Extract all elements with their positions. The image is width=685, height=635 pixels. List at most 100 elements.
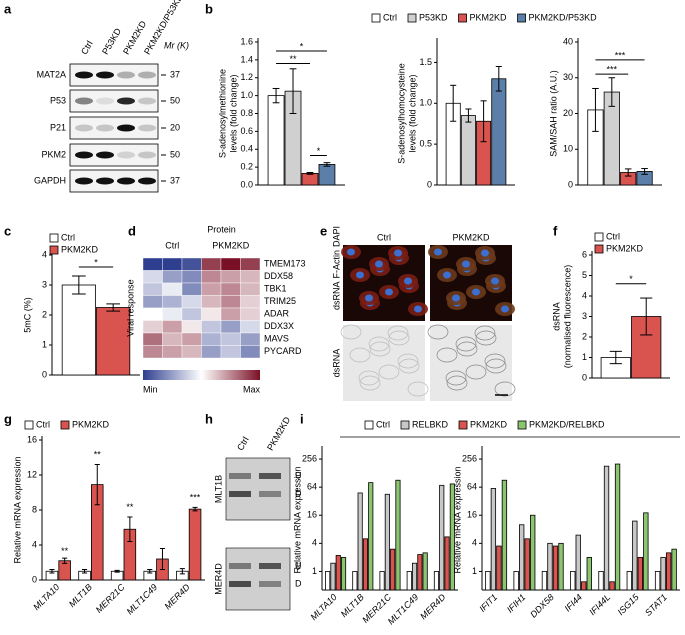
heatmap-cell: [201, 307, 222, 321]
bar: [524, 538, 530, 591]
bar: [406, 571, 412, 591]
panel-label: f: [553, 223, 558, 238]
legend-swatch: [458, 420, 468, 430]
legend-label: RELBKD: [412, 419, 449, 429]
bar: [626, 571, 632, 591]
panel-label: i: [300, 411, 304, 426]
legend-label: Ctrl: [383, 12, 397, 22]
heatmap-row-label: DDX3X: [264, 321, 294, 331]
heatmap-cell: [142, 332, 163, 346]
y-tick-label: 40: [563, 36, 573, 46]
error-bar: [272, 87, 280, 104]
blot-band: [117, 124, 135, 132]
heatmap-cell: [201, 282, 222, 296]
gel-row: MER4D: [213, 563, 223, 595]
bar: [609, 581, 615, 591]
blot-row: PKM2: [41, 149, 66, 159]
cell-outline: [427, 324, 449, 340]
heatmap-cell: [201, 320, 222, 334]
y-axis-label: Relative mRNA expression: [452, 466, 462, 573]
gel-box: [225, 457, 291, 521]
heatmap-cell: [220, 282, 241, 296]
y-tick-label: 1.2: [240, 72, 253, 82]
heatmap-cell: [142, 282, 163, 296]
cell-outline: [397, 353, 419, 369]
panel-label: b: [205, 1, 213, 16]
error-bar: [94, 464, 100, 506]
bar: [632, 520, 638, 591]
error-bar: [106, 303, 121, 312]
bar: [671, 548, 677, 591]
heatmap-cell: [162, 295, 183, 309]
heatmap-cell: [162, 270, 183, 284]
significance-label: *: [94, 257, 98, 267]
gel-band: [229, 563, 251, 569]
heatmap-cell: [142, 257, 163, 271]
bar: [665, 552, 672, 591]
legend-swatch: [458, 13, 467, 23]
bar: [575, 534, 581, 591]
y-axis-label: levels (fold change): [228, 74, 238, 152]
error-bar: [62, 557, 68, 564]
y-tick-label: 12: [27, 469, 37, 479]
heatmap-column-group: Ctrl: [165, 240, 179, 250]
legend-label: Ctrl: [376, 419, 390, 429]
bar: [352, 571, 358, 591]
panel-label: e: [320, 223, 327, 238]
y-tick-label: 0.5: [419, 139, 432, 149]
significance-label: **: [126, 502, 134, 512]
bar: [362, 538, 369, 591]
legend-label: Ctrl: [36, 419, 50, 429]
cell-outline: [445, 370, 467, 386]
y-axis-label: S-adenosylmethionine: [217, 69, 227, 158]
cell-outline: [407, 381, 429, 397]
mr-value: 50: [170, 95, 180, 105]
bar: [384, 493, 390, 591]
gel-band: [229, 473, 251, 479]
error-bar: [640, 297, 653, 336]
heatmap-cell: [220, 320, 241, 334]
blot-band: [138, 97, 156, 105]
heatmap-cell: [181, 257, 202, 271]
y-tick-label: 256: [462, 453, 477, 463]
bar: [444, 536, 450, 591]
legend-swatch: [364, 420, 374, 430]
channel-label: F-Actin: [331, 250, 341, 279]
nucleus: [365, 294, 373, 302]
colorbar: [143, 370, 260, 380]
y-axis-label: S-adenosylhomocysteine: [396, 63, 406, 164]
blot-band: [75, 177, 93, 185]
mr-value: 37: [170, 69, 180, 79]
cell-outline: [494, 381, 516, 397]
heatmap-row-label: MAVS: [264, 334, 289, 344]
significance-label: *: [317, 146, 321, 156]
y-tick-label: 3: [582, 311, 587, 321]
significance-label: **: [94, 450, 102, 460]
heatmap-cell: [142, 295, 163, 309]
blot-band: [75, 151, 93, 159]
y-axis-label: Relative mRNA expression: [12, 456, 22, 563]
bar: [530, 514, 536, 591]
gel-band: [259, 563, 281, 569]
blot-band: [75, 97, 93, 105]
gel-band: [229, 581, 251, 587]
x-tick-label: MLTA10: [31, 582, 61, 612]
heatmap-cell: [181, 307, 202, 321]
heatmap-cell: [220, 270, 241, 284]
blot-band: [138, 177, 156, 185]
bar: [335, 555, 341, 591]
bar: [422, 552, 428, 591]
error-bar: [71, 275, 86, 295]
legend-label: PKM2KD: [72, 419, 110, 429]
error-bar: [289, 68, 297, 114]
legend-label: PKM2KD: [470, 419, 508, 429]
blot-band: [96, 71, 114, 79]
x-tick-label: MLTA10: [309, 592, 339, 622]
bar: [614, 463, 621, 591]
bar: [519, 524, 525, 591]
error-bar: [114, 569, 120, 573]
gel-band-label: D: [295, 488, 302, 498]
x-tick-label: IFIH1: [505, 592, 528, 615]
image-tile: [430, 325, 512, 401]
